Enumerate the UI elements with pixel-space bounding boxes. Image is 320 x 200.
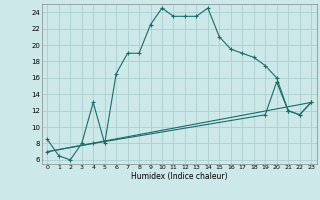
X-axis label: Humidex (Indice chaleur): Humidex (Indice chaleur) <box>131 172 228 181</box>
